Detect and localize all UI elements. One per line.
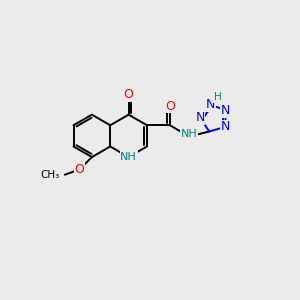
Text: N: N: [206, 98, 215, 111]
Text: N: N: [220, 120, 230, 134]
Text: H: H: [214, 92, 222, 102]
Text: O: O: [165, 100, 175, 112]
Text: NH: NH: [120, 152, 137, 162]
Text: N: N: [195, 111, 205, 124]
Text: NH: NH: [181, 129, 197, 140]
Text: O: O: [124, 88, 134, 101]
Text: CH₃: CH₃: [40, 170, 59, 180]
Text: O: O: [75, 163, 85, 176]
Text: N: N: [221, 104, 230, 117]
